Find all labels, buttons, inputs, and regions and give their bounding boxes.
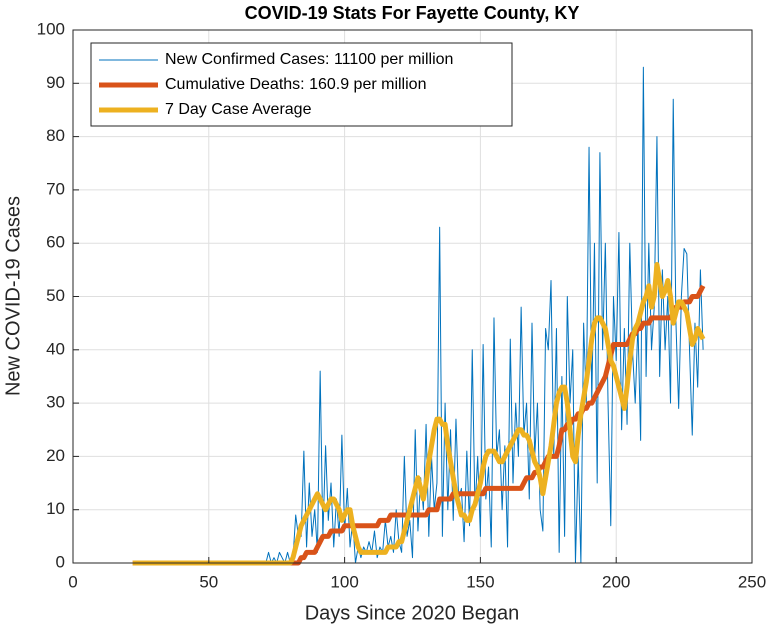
x-tick-label: 150	[466, 572, 494, 591]
legend-box	[90, 42, 513, 127]
y-tick-label: 70	[46, 179, 65, 198]
x-tick-label: 250	[738, 572, 766, 591]
y-tick-label: 10	[46, 499, 65, 518]
y-tick-label: 100	[37, 19, 65, 38]
x-tick-label: 200	[602, 572, 630, 591]
legend-label: New Confirmed Cases: 11100 per million	[165, 51, 453, 68]
x-tick-label: 100	[330, 572, 358, 591]
y-tick-label: 40	[46, 339, 65, 358]
y-tick-label: 30	[46, 393, 65, 412]
x-axis-label: Days Since 2020 Began	[305, 602, 520, 624]
y-tick-label: 90	[46, 73, 65, 92]
legend: New Confirmed Cases: 11100 per million Cu…	[90, 42, 513, 127]
chart-title: COVID-19 Stats For Fayette County, KY	[245, 3, 580, 23]
legend-label: Cumulative Deaths: 160.9 per million	[165, 76, 426, 93]
y-tick-label: 60	[46, 233, 65, 252]
y-tick-label: 50	[46, 286, 65, 305]
y-tick-label: 80	[46, 126, 65, 145]
ticks: 0 50 100 150 200 250 0 10 20 30 40 50 60 70 80 90 100	[37, 19, 767, 591]
legend-label: 7 Day Case Average	[165, 101, 312, 118]
y-axis-label: New COVID-19 Cases	[2, 196, 24, 396]
y-tick-label: 20	[46, 446, 65, 465]
x-tick-label: 50	[199, 572, 218, 591]
y-tick-label: 0	[56, 552, 65, 571]
x-tick-label: 0	[68, 572, 77, 591]
